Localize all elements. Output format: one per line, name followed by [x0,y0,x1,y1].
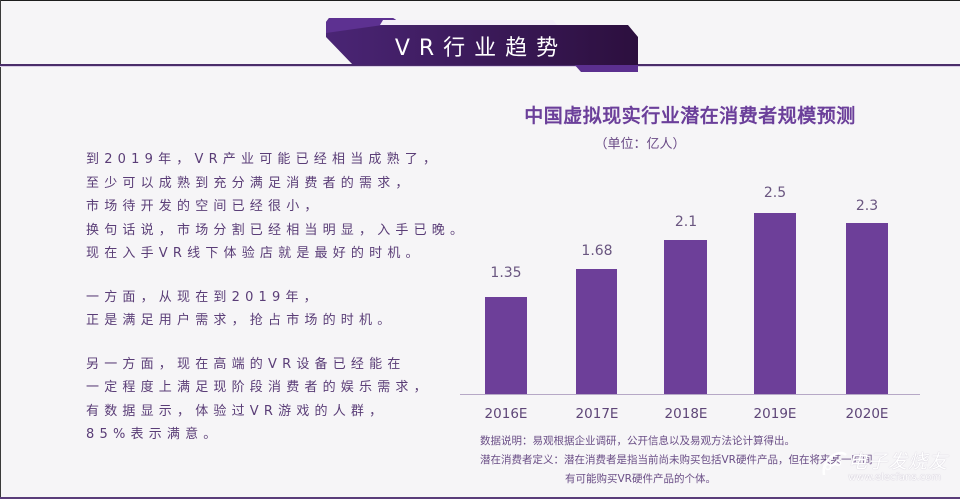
text-line: 到2019年，VR产业可能已经相当成熟了， [86,152,442,167]
text-line: 市场待开发的空间已经很小， [86,199,323,214]
watermark-url: www.elecfans.com [848,472,942,483]
bar-2016e [485,297,527,394]
text-line: 换句话说，市场分割已经相当明显，入手已晚。 [86,222,469,238]
frame-left-border [0,0,1,499]
chart-notes: 数据说明：易观根据企业调研，公开信息以及易观方法论计算得出。 潜在消费者定义：潜… [480,432,872,489]
watermark-logo-icon [822,451,847,476]
text-line: 至少可以成熟到充分满足消费者的需求， [86,175,414,191]
bar-chart: 1.35 2016E 1.68 2017E 2.1 2018E 2.5 2019… [460,170,920,430]
paragraph-2: 一方面，从现在到2019年， 正是满足用户需求，抢占市场的时机。 [86,286,456,333]
chart-title: 中国虚拟现实行业潜在消费者规模预测 [524,105,856,127]
watermark: 电子发烧友 www.elecfans.com [820,445,950,489]
data-source-note: 数据说明：易观根据企业调研，公开信息以及易观方法论计算得出。 [480,435,795,447]
x-axis-label: 2018E [664,406,708,422]
text-line: 85%表示满意。 [86,427,222,442]
definition-note: 潜在消费者定义：潜在消费者是指当前尚未购买包括VR硬件产品，但在将来某一时间 [480,454,873,466]
bar-2018e [664,240,707,394]
definition-note-cont: 有可能购买VR硬件产品的个体。 [565,473,716,485]
page-title: VR行业趋势 [394,36,568,61]
title-banner: VR行业趋势 [323,15,643,75]
watermark-name: 电子发烧友 [848,451,949,473]
bar-value-label: 2.3 [855,198,879,214]
text-line: 有数据显示，体验过VR游戏的人群， [86,403,388,419]
bar-value-label: 1.35 [490,265,522,281]
x-axis-label: 2016E [484,406,528,422]
bar-2020e [846,223,888,394]
body-text: 到2019年，VR产业可能已经相当成熟了， 至少可以成熟到充分满足消费者的需求，… [86,148,469,467]
paragraph-3: 另一方面，现在高端的VR设备已经能在 一定程度上满足现阶段消费者的娱乐需求， 有… [86,353,456,447]
x-axis-line [460,394,920,395]
text-line: 另一方面，现在高端的VR设备已经能在 [86,356,406,372]
header-divider-highlight [0,66,960,67]
text-line: 一方面，从现在到2019年， [86,289,322,305]
frame-bottom-border [0,497,960,499]
x-axis-label: 2017E [575,406,619,422]
bar-value-label: 2.5 [763,185,787,201]
text-line: 正是满足用户需求，抢占市场的时机。 [86,313,396,328]
x-axis-label: 2020E [845,406,889,422]
text-line: 现在入手VR线下体验店就是最好的时机。 [86,246,424,261]
x-axis-label: 2019E [753,406,797,422]
frame-top-border [0,0,960,1]
text-line: 一定程度上满足现阶段消费者的娱乐需求， [86,380,432,395]
bar-2019e [754,213,796,394]
banner-shape-icon [326,18,638,72]
bar-value-label: 1.68 [581,243,613,259]
bar-2017e [576,269,617,394]
bar-value-label: 2.1 [674,214,698,230]
paragraph-1: 到2019年，VR产业可能已经相当成熟了， 至少可以成熟到充分满足消费者的需求，… [86,148,469,266]
chart-unit: （单位：亿人） [594,137,686,152]
